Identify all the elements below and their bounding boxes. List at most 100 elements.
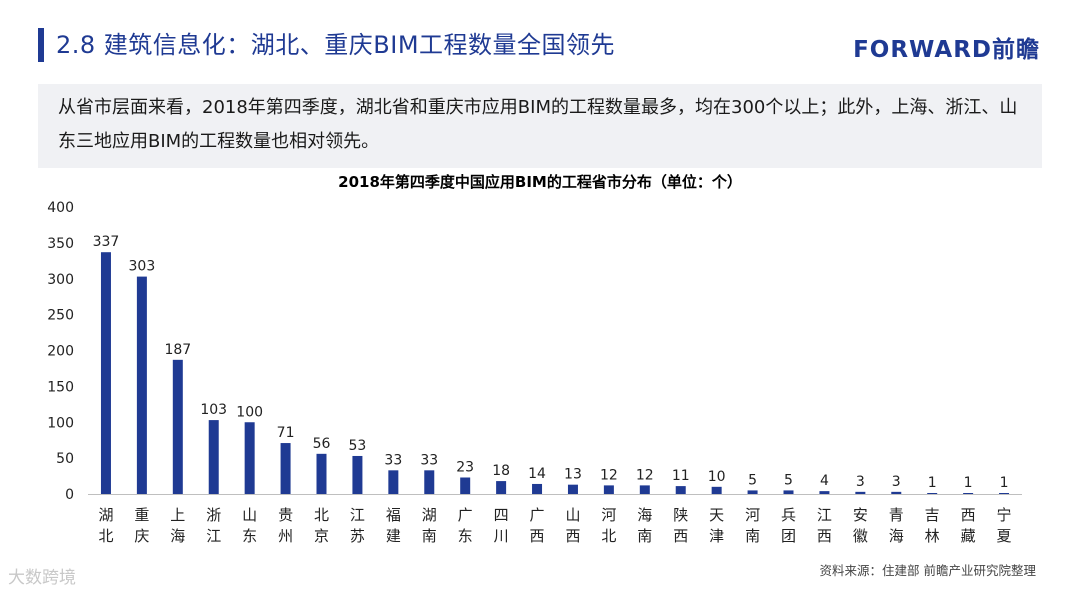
- y-tick-label: 350: [47, 236, 74, 252]
- y-tick-label: 200: [47, 344, 74, 360]
- data-label: 1: [1000, 475, 1009, 491]
- bar: [352, 455, 363, 494]
- x-tick-label: 北: [601, 527, 616, 545]
- bar: [424, 470, 435, 494]
- x-tick-label: 西: [673, 527, 688, 545]
- bar: [603, 485, 614, 494]
- x-tick-label: 浙: [206, 506, 221, 524]
- x-tick-label: 团: [781, 527, 796, 545]
- x-tick-label: 藏: [961, 527, 976, 545]
- x-tick-label: 南: [422, 527, 437, 545]
- data-label: 103: [200, 402, 227, 418]
- data-label: 33: [384, 452, 402, 468]
- bar: [963, 493, 974, 494]
- page-title: 2.8 建筑信息化：湖北、重庆BIM工程数量全国领先: [56, 31, 616, 59]
- data-label: 5: [784, 472, 793, 488]
- x-tick-label: 湖: [422, 506, 437, 524]
- bar: [711, 486, 722, 494]
- data-label: 13: [564, 467, 582, 483]
- bar: [567, 484, 578, 494]
- summary-text: 从省市层面来看，2018年第四季度，湖北省和重庆市应用BIM的工程数量最多，均在…: [58, 97, 1018, 152]
- x-tick-label: 青: [889, 506, 904, 524]
- x-tick-label: 北: [98, 527, 113, 545]
- x-tick-label: 陕: [673, 506, 688, 524]
- x-tick-label: 海: [889, 527, 904, 545]
- x-tick-label: 南: [637, 527, 652, 545]
- data-label: 10: [708, 469, 726, 485]
- x-tick-label: 河: [745, 506, 760, 524]
- x-tick-label: 天: [709, 506, 724, 524]
- brand-logo: FORWARD前瞻: [853, 37, 1040, 63]
- data-label: 56: [313, 436, 331, 452]
- bar: [783, 490, 794, 494]
- summary-box: 从省市层面来看，2018年第四季度，湖北省和重庆市应用BIM的工程数量最多，均在…: [38, 84, 1042, 168]
- x-tick-label: 海: [637, 506, 652, 524]
- bar: [927, 493, 938, 494]
- x-tick-label: 贵: [278, 506, 293, 524]
- x-tick-label: 吉: [925, 506, 940, 524]
- data-label: 12: [636, 467, 654, 483]
- bar-chart: 050100150200250300350400337湖北303重庆187上海1…: [47, 200, 1022, 545]
- x-tick-label: 京: [314, 527, 329, 545]
- data-label: 1: [964, 475, 973, 491]
- x-tick-label: 建: [386, 527, 401, 545]
- x-tick-label: 广: [458, 506, 473, 524]
- bar: [532, 483, 543, 494]
- y-tick-label: 250: [47, 308, 74, 324]
- data-label: 3: [892, 474, 901, 490]
- y-tick-label: 100: [47, 415, 74, 431]
- x-tick-label: 林: [925, 527, 940, 545]
- data-label: 18: [492, 463, 510, 479]
- x-tick-label: 西: [817, 527, 832, 545]
- bar: [639, 485, 650, 494]
- x-tick-label: 津: [709, 527, 724, 545]
- data-label: 3: [856, 474, 865, 490]
- data-label: 4: [820, 473, 829, 489]
- x-tick-label: 东: [242, 527, 257, 545]
- x-tick-label: 西: [565, 527, 580, 545]
- watermark-text: 大数跨境: [8, 568, 76, 588]
- bar: [747, 490, 758, 494]
- data-label: 53: [349, 438, 367, 454]
- bar: [460, 477, 471, 494]
- bar: [208, 420, 219, 494]
- x-tick-label: 宁: [997, 506, 1012, 524]
- x-tick-label: 庆: [134, 527, 149, 545]
- source-note: 资料来源：住建部 前瞻产业研究院整理: [819, 563, 1036, 578]
- x-tick-label: 徽: [853, 527, 868, 545]
- x-tick-label: 江: [350, 506, 365, 524]
- data-label: 187: [164, 342, 191, 358]
- x-tick-label: 苏: [350, 527, 365, 545]
- y-tick-label: 300: [47, 272, 74, 288]
- data-label: 23: [456, 459, 474, 475]
- x-tick-label: 东: [458, 527, 473, 545]
- data-label: 12: [600, 467, 618, 483]
- x-tick-label: 川: [494, 527, 509, 545]
- x-tick-label: 江: [206, 527, 221, 545]
- data-label: 33: [420, 452, 438, 468]
- data-label: 5: [748, 472, 757, 488]
- x-tick-label: 州: [278, 527, 293, 545]
- bar: [100, 252, 111, 494]
- data-label: 100: [236, 404, 263, 420]
- x-tick-label: 夏: [997, 527, 1012, 545]
- x-tick-label: 广: [530, 506, 545, 524]
- chart-title: 2018年第四季度中国应用BIM的工程省市分布（单位：个）: [338, 173, 742, 191]
- title-accent-bar: [38, 28, 44, 62]
- x-tick-label: 山: [565, 506, 580, 524]
- x-tick-label: 湖: [98, 506, 113, 524]
- bar: [136, 276, 147, 494]
- bar: [316, 453, 327, 494]
- bar: [172, 359, 183, 494]
- data-label: 11: [672, 468, 690, 484]
- bar: [999, 493, 1010, 494]
- x-tick-label: 重: [134, 506, 149, 524]
- bar: [675, 486, 686, 494]
- x-tick-label: 上: [170, 506, 185, 524]
- data-label: 1: [928, 475, 937, 491]
- bar: [280, 443, 291, 494]
- x-tick-label: 西: [530, 527, 545, 545]
- data-label: 303: [129, 259, 156, 275]
- bar: [244, 422, 255, 494]
- x-tick-label: 北: [314, 506, 329, 524]
